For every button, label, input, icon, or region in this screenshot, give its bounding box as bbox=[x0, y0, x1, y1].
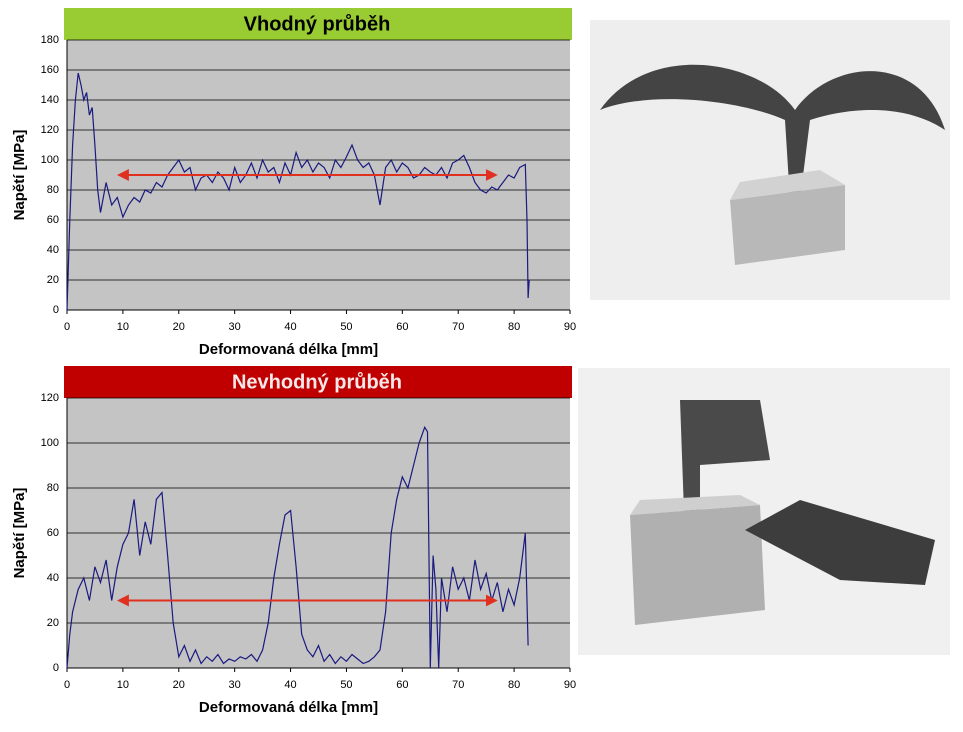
y-tick-label: 80 bbox=[47, 482, 59, 494]
y-tick-label: 60 bbox=[47, 527, 59, 539]
x-tick-label: 40 bbox=[284, 679, 296, 691]
x-axis-label: Deformovaná délka [mm] bbox=[199, 341, 378, 358]
y-tick-label: 0 bbox=[53, 662, 59, 674]
y-axis-label: Napětí [MPa] bbox=[11, 488, 28, 579]
x-axis-label: Deformovaná délka [mm] bbox=[199, 699, 378, 716]
x-tick-label: 0 bbox=[64, 679, 70, 691]
x-tick-label: 30 bbox=[229, 321, 241, 333]
x-tick-label: 40 bbox=[284, 321, 296, 333]
x-tick-label: 70 bbox=[452, 321, 464, 333]
y-tick-label: 120 bbox=[41, 392, 59, 404]
x-tick-label: 60 bbox=[396, 321, 408, 333]
photo-bad bbox=[578, 368, 950, 655]
y-tick-label: 20 bbox=[47, 617, 59, 629]
photo-good bbox=[590, 20, 950, 300]
chart-title: Vhodný průběh bbox=[244, 13, 391, 35]
x-tick-label: 0 bbox=[64, 321, 70, 333]
y-tick-label: 160 bbox=[41, 64, 59, 76]
y-tick-label: 0 bbox=[53, 304, 59, 316]
y-tick-label: 180 bbox=[41, 34, 59, 46]
x-tick-label: 20 bbox=[173, 321, 185, 333]
x-tick-label: 20 bbox=[173, 679, 185, 691]
y-tick-label: 120 bbox=[41, 124, 59, 136]
x-tick-label: 50 bbox=[340, 321, 352, 333]
y-tick-label: 40 bbox=[47, 572, 59, 584]
chart-title: Nevhodný průběh bbox=[232, 371, 402, 393]
y-tick-label: 100 bbox=[41, 437, 59, 449]
x-tick-label: 10 bbox=[117, 679, 129, 691]
y-axis-label: Napětí [MPa] bbox=[11, 130, 28, 221]
x-tick-label: 50 bbox=[340, 679, 352, 691]
x-tick-label: 60 bbox=[396, 679, 408, 691]
x-tick-label: 80 bbox=[508, 321, 520, 333]
y-tick-label: 20 bbox=[47, 274, 59, 286]
y-tick-label: 100 bbox=[41, 154, 59, 166]
figure: Vhodný průběh020406080100120140160180010… bbox=[0, 0, 963, 727]
y-tick-label: 80 bbox=[47, 184, 59, 196]
y-tick-label: 40 bbox=[47, 244, 59, 256]
x-tick-label: 70 bbox=[452, 679, 464, 691]
x-tick-label: 10 bbox=[117, 321, 129, 333]
y-tick-label: 140 bbox=[41, 94, 59, 106]
x-tick-label: 90 bbox=[564, 321, 576, 333]
y-tick-label: 60 bbox=[47, 214, 59, 226]
x-tick-label: 90 bbox=[564, 679, 576, 691]
x-tick-label: 80 bbox=[508, 679, 520, 691]
x-tick-label: 30 bbox=[229, 679, 241, 691]
